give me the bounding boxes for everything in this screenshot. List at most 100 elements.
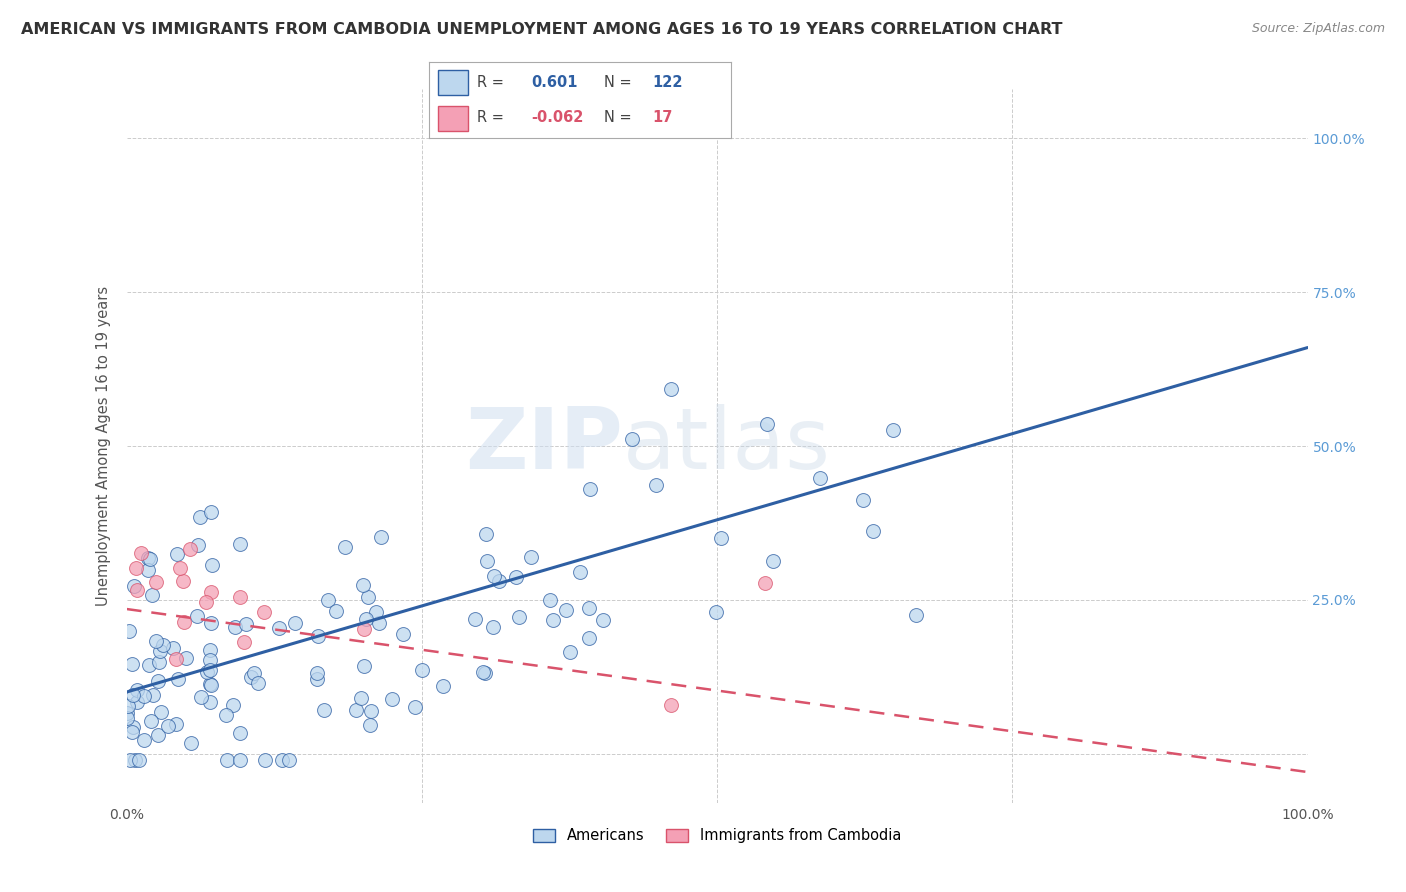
Point (754, 575, 776, 590)
Point (142, 689, 165, 703)
Point (166, 547, 188, 561)
Point (505, 569, 527, 583)
Point (579, 482, 602, 496)
Text: N =: N = (605, 75, 631, 90)
Point (558, 645, 581, 659)
Point (228, 591, 250, 605)
Text: R =: R = (477, 75, 505, 90)
Point (271, 753, 294, 767)
Point (659, 382, 682, 396)
Point (243, 666, 266, 681)
Point (173, 615, 195, 629)
Point (128, 753, 150, 767)
Point (474, 665, 496, 680)
Point (312, 703, 335, 717)
Point (508, 610, 530, 624)
Point (198, 643, 221, 657)
Point (475, 554, 498, 568)
Point (344, 703, 367, 717)
Point (200, 616, 222, 631)
Point (129, 546, 152, 560)
Point (148, 655, 170, 669)
Point (187, 538, 209, 552)
Point (578, 600, 600, 615)
Point (475, 526, 498, 541)
Point (115, 706, 138, 720)
Point (132, 733, 155, 747)
Point (253, 753, 276, 767)
Text: 122: 122 (652, 75, 683, 90)
Point (232, 634, 254, 648)
Point (359, 718, 381, 732)
Point (520, 550, 543, 565)
Point (354, 612, 377, 626)
Point (145, 634, 167, 648)
Point (121, 724, 143, 739)
Point (165, 717, 187, 731)
Point (538, 593, 561, 607)
Point (411, 663, 433, 677)
Point (172, 574, 194, 588)
Point (229, 537, 252, 551)
Point (150, 706, 173, 720)
Point (136, 563, 159, 577)
Point (201, 558, 224, 572)
Point (136, 551, 159, 566)
Point (228, 726, 250, 740)
Point (127, 695, 149, 709)
Text: -0.062: -0.062 (531, 111, 583, 125)
Point (120, 753, 142, 767)
Point (165, 651, 187, 665)
Point (152, 638, 174, 652)
Point (852, 493, 875, 508)
Point (554, 603, 576, 617)
Point (195, 595, 218, 609)
Point (357, 590, 380, 604)
Point (762, 554, 785, 568)
Point (169, 561, 191, 575)
Point (176, 650, 198, 665)
Point (335, 540, 357, 554)
Bar (437, 105, 468, 130)
Point (179, 542, 201, 557)
Point (755, 417, 778, 431)
Point (139, 551, 162, 566)
Point (464, 612, 486, 626)
Point (180, 736, 202, 750)
Point (284, 616, 307, 631)
Point (186, 608, 208, 623)
Point (253, 605, 276, 619)
Point (578, 632, 600, 646)
Legend: Americans, Immigrants from Cambodia: Americans, Immigrants from Cambodia (527, 822, 907, 849)
Point (121, 720, 143, 734)
Point (905, 607, 928, 622)
Point (481, 620, 503, 634)
Point (145, 574, 167, 589)
Point (141, 589, 163, 603)
Point (221, 698, 243, 712)
Point (195, 665, 218, 679)
Point (432, 679, 454, 693)
Point (246, 676, 269, 690)
Point (316, 593, 339, 607)
Point (367, 615, 389, 630)
Point (882, 423, 904, 437)
Point (360, 704, 382, 718)
Point (808, 471, 831, 485)
Point (124, 753, 146, 767)
Text: atlas: atlas (623, 404, 831, 488)
Point (381, 691, 404, 706)
Point (146, 673, 169, 688)
Point (366, 605, 388, 619)
Point (224, 620, 246, 634)
Point (125, 582, 148, 597)
Point (217, 753, 239, 767)
Point (710, 531, 733, 545)
Point (305, 666, 328, 681)
Point (568, 565, 591, 579)
Point (149, 644, 172, 658)
Point (704, 606, 727, 620)
Point (198, 663, 221, 677)
Point (121, 657, 143, 671)
Point (200, 585, 222, 599)
